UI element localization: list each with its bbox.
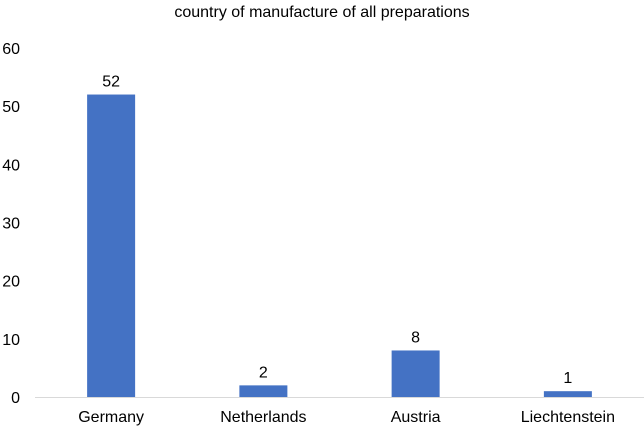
bar-netherlands	[239, 385, 288, 397]
y-tick-label: 20	[2, 274, 20, 291]
chart-title: country of manufacture of all preparatio…	[174, 4, 469, 21]
x-tick-label: Netherlands	[220, 409, 306, 426]
bar-austria	[391, 350, 440, 397]
y-tick-label: 60	[2, 41, 20, 58]
data-label: 8	[411, 329, 420, 346]
y-tick-label: 50	[2, 99, 20, 116]
data-label: 2	[259, 364, 268, 381]
data-label: 52	[102, 74, 120, 91]
y-tick-label: 0	[11, 390, 20, 407]
bar-germany	[87, 94, 136, 398]
bars-group	[87, 94, 592, 398]
data-labels-group: 52 2 8 1	[102, 74, 572, 388]
x-tick-label: Germany	[78, 409, 144, 426]
x-axis-labels: Germany Netherlands Austria Liechtenstein	[78, 409, 615, 426]
data-label: 1	[563, 370, 572, 387]
y-tick-label: 40	[2, 157, 20, 174]
x-tick-label: Austria	[391, 409, 441, 426]
y-tick-label: 10	[2, 332, 20, 349]
y-axis-ticks: 0 10 20 30 40 50 60	[2, 41, 20, 407]
bar-liechtenstein	[543, 391, 592, 397]
y-tick-label: 30	[2, 216, 20, 233]
x-tick-label: Liechtenstein	[521, 409, 615, 426]
